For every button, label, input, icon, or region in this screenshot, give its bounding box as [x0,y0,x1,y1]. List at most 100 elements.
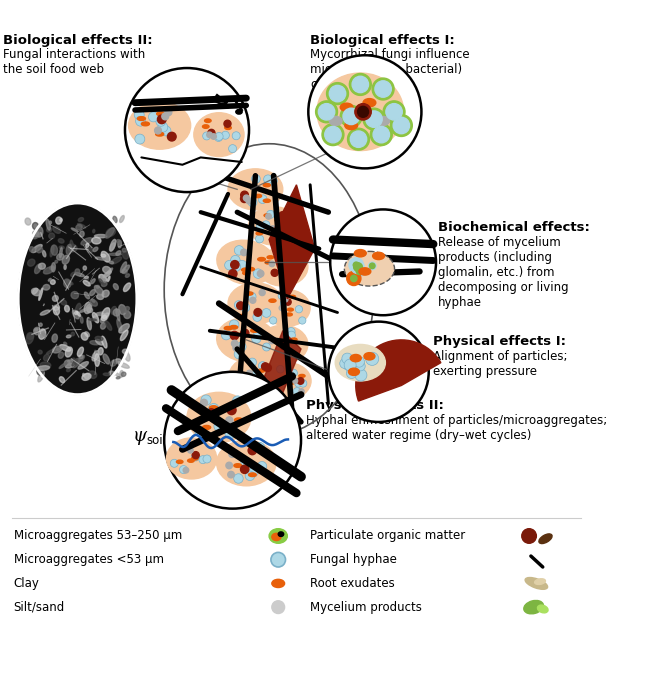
Ellipse shape [92,238,101,244]
Ellipse shape [155,132,164,136]
Circle shape [248,446,257,455]
Ellipse shape [53,227,60,234]
Circle shape [243,195,250,201]
Circle shape [292,378,298,383]
Ellipse shape [122,265,129,273]
Circle shape [255,410,262,416]
Text: Microaggregates <53 μm: Microaggregates <53 μm [14,553,164,566]
Ellipse shape [81,332,88,340]
Ellipse shape [101,313,109,323]
Circle shape [340,359,350,368]
Ellipse shape [248,206,299,245]
Ellipse shape [116,376,120,379]
Circle shape [246,377,255,386]
Ellipse shape [119,305,126,315]
Circle shape [246,370,252,376]
Ellipse shape [32,244,42,253]
Ellipse shape [97,294,103,299]
Ellipse shape [86,304,92,308]
Ellipse shape [256,232,263,235]
Circle shape [162,113,168,120]
Circle shape [125,68,249,192]
Circle shape [248,198,257,207]
Ellipse shape [88,371,97,378]
Circle shape [135,134,145,144]
Ellipse shape [46,349,55,354]
Circle shape [349,258,363,272]
Circle shape [344,359,356,371]
Circle shape [270,226,276,232]
Circle shape [250,297,256,303]
Circle shape [231,261,239,269]
Ellipse shape [49,221,51,224]
Ellipse shape [105,227,114,238]
Circle shape [285,274,294,282]
Circle shape [262,309,271,318]
Ellipse shape [267,256,274,259]
Text: Fungal interactions with
the soil food web: Fungal interactions with the soil food w… [3,48,145,76]
Ellipse shape [246,267,254,271]
Ellipse shape [84,302,92,313]
Circle shape [316,101,337,123]
Ellipse shape [246,292,253,295]
Ellipse shape [137,116,146,121]
Ellipse shape [291,338,297,341]
Ellipse shape [109,253,122,255]
Ellipse shape [236,110,242,114]
Ellipse shape [40,310,49,315]
Circle shape [285,347,291,353]
Circle shape [272,600,285,613]
Ellipse shape [340,103,353,111]
Ellipse shape [287,380,293,383]
Ellipse shape [264,214,270,217]
Ellipse shape [44,354,49,361]
Ellipse shape [235,418,243,422]
Text: Silt/sand: Silt/sand [14,600,65,613]
Ellipse shape [98,347,103,355]
Ellipse shape [120,262,127,273]
Circle shape [259,382,267,391]
Circle shape [210,415,217,422]
Ellipse shape [90,290,96,296]
Circle shape [200,399,207,406]
Circle shape [246,198,252,204]
Circle shape [369,263,375,269]
Circle shape [373,127,389,143]
Ellipse shape [90,341,100,345]
Ellipse shape [344,251,395,286]
Circle shape [252,175,260,183]
Ellipse shape [87,318,92,330]
Circle shape [267,414,273,419]
Circle shape [279,212,286,219]
Ellipse shape [72,310,79,319]
Circle shape [340,106,362,127]
Ellipse shape [216,440,276,486]
Ellipse shape [257,469,265,473]
Circle shape [346,271,361,286]
Ellipse shape [31,288,40,296]
Ellipse shape [38,367,42,370]
Ellipse shape [101,282,107,286]
Ellipse shape [113,217,117,223]
Ellipse shape [122,269,127,274]
Circle shape [233,345,239,351]
Circle shape [271,405,279,412]
Circle shape [264,364,272,372]
Text: ψ: ψ [132,427,146,445]
Text: Microaggregates 53–250 μm: Microaggregates 53–250 μm [14,529,182,542]
Text: Clay: Clay [14,577,40,590]
Circle shape [201,395,211,405]
Circle shape [353,262,363,272]
Ellipse shape [81,362,86,368]
Circle shape [247,292,256,301]
Ellipse shape [111,307,116,315]
Ellipse shape [258,369,265,372]
Circle shape [308,56,421,169]
Circle shape [237,261,247,270]
Ellipse shape [263,199,270,202]
Ellipse shape [96,339,103,345]
Ellipse shape [75,273,84,277]
Ellipse shape [123,307,129,312]
Ellipse shape [59,247,62,258]
Circle shape [259,362,267,370]
